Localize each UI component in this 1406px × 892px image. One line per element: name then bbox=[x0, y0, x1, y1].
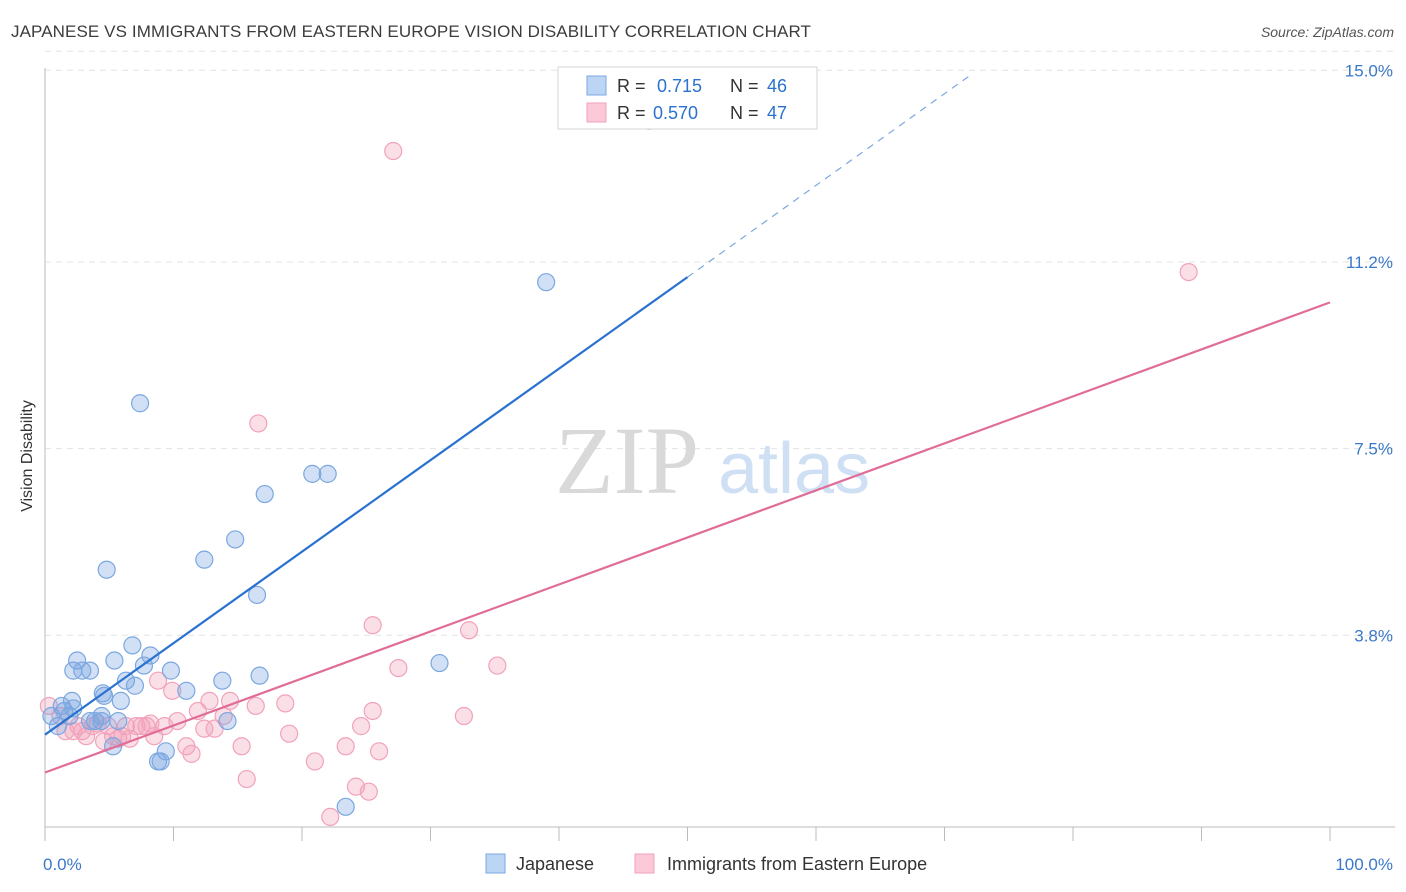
legend-r-value-japanese: 0.715 bbox=[657, 76, 702, 96]
immigrants-point bbox=[384, 141, 403, 161]
watermark-zip: ZIP bbox=[555, 407, 699, 514]
x-tick-label-min: 0.0% bbox=[43, 855, 82, 874]
immigrants-point bbox=[148, 671, 168, 690]
japanese-point bbox=[255, 484, 274, 504]
series-immigrants-points bbox=[39, 141, 1198, 827]
immigrants-point bbox=[232, 737, 251, 756]
legend-r-label-japanese: R = bbox=[617, 76, 646, 96]
japanese-point bbox=[141, 646, 160, 665]
japanese-point bbox=[218, 711, 237, 731]
japanese-point bbox=[62, 691, 82, 710]
bottom-legend: Japanese Immigrants from Eastern Europe bbox=[485, 853, 927, 874]
top-legend: R = 0.715 N = 46 R = 0.570 N = 47 bbox=[557, 66, 818, 130]
immigrants-point bbox=[246, 696, 265, 716]
japanese-point bbox=[151, 752, 170, 771]
japanese-point bbox=[156, 742, 175, 761]
y-tick-label: 7.5% bbox=[1354, 440, 1393, 459]
bottom-legend-swatch-japanese bbox=[485, 853, 506, 874]
immigrants-point bbox=[305, 752, 324, 771]
japanese-point bbox=[104, 737, 123, 756]
immigrants-point bbox=[127, 717, 146, 736]
japanese-point bbox=[123, 636, 142, 655]
immigrants-point bbox=[237, 769, 256, 789]
legend-swatch-japanese bbox=[586, 75, 607, 96]
bottom-legend-label-japanese: Japanese bbox=[516, 854, 594, 874]
immigrants-trendline bbox=[44, 301, 1331, 774]
chart-source: Source: ZipAtlas.com bbox=[1260, 24, 1394, 40]
immigrants-point bbox=[1179, 262, 1198, 282]
japanese-point bbox=[105, 651, 124, 670]
immigrants-point bbox=[488, 656, 507, 675]
japanese-trendline-extension bbox=[687, 74, 971, 278]
trend-lines bbox=[44, 74, 1331, 774]
immigrants-point bbox=[280, 724, 299, 743]
legend-n-label-japanese: N = bbox=[730, 76, 759, 96]
japanese-point bbox=[250, 666, 269, 685]
japanese-point bbox=[161, 661, 181, 680]
legend-n-value-immigrants: 47 bbox=[767, 103, 787, 123]
japanese-point bbox=[116, 671, 136, 690]
legend-r-value-immigrants: 0.570 bbox=[653, 103, 698, 123]
immigrants-point bbox=[200, 691, 219, 710]
japanese-point bbox=[430, 653, 449, 673]
immigrants-point bbox=[459, 621, 479, 640]
x-tick-label-max: 100.0% bbox=[1335, 855, 1393, 874]
immigrants-point bbox=[77, 727, 96, 746]
japanese-point bbox=[537, 273, 556, 292]
japanese-point bbox=[125, 676, 145, 695]
japanese-point bbox=[42, 706, 61, 726]
y-tick-label: 3.8% bbox=[1354, 626, 1393, 645]
legend-swatch-immigrants bbox=[586, 102, 607, 123]
immigrants-point bbox=[163, 681, 182, 700]
immigrants-point bbox=[276, 694, 295, 713]
bottom-legend-swatch-immigrants bbox=[634, 853, 655, 874]
immigrants-point bbox=[352, 717, 371, 736]
japanese-point bbox=[318, 464, 337, 483]
japanese-point bbox=[226, 530, 245, 549]
immigrants-point bbox=[389, 658, 408, 678]
immigrants-point bbox=[370, 742, 389, 761]
japanese-point bbox=[97, 560, 116, 579]
japanese-point bbox=[80, 661, 100, 680]
grid-layer bbox=[45, 50, 1395, 636]
tick-labels: 3.8% 7.5% 11.2% 15.0% 0.0% 100.0% bbox=[43, 61, 1393, 874]
japanese-point bbox=[95, 686, 114, 705]
immigrants-point bbox=[454, 706, 474, 726]
japanese-point bbox=[73, 661, 92, 680]
y-tick-label: 15.0% bbox=[1345, 61, 1393, 80]
japanese-point bbox=[130, 394, 150, 413]
japanese-point bbox=[303, 464, 322, 483]
japanese-point bbox=[111, 691, 130, 710]
axis-layer bbox=[44, 68, 1395, 841]
japanese-point bbox=[213, 671, 232, 690]
japanese-point bbox=[247, 585, 267, 605]
immigrants-point bbox=[182, 744, 201, 763]
japanese-point bbox=[109, 711, 128, 731]
legend-r-label-immigrants: R = bbox=[617, 103, 646, 123]
japanese-point bbox=[177, 681, 196, 700]
immigrants-point bbox=[363, 701, 382, 721]
bottom-legend-label-immigrants: Immigrants from Eastern Europe bbox=[667, 854, 927, 874]
immigrants-point bbox=[363, 616, 382, 635]
y-tick-label: 11.2% bbox=[1346, 253, 1393, 272]
series-japanese-points bbox=[42, 111, 659, 816]
immigrants-point bbox=[359, 782, 378, 801]
immigrants-point bbox=[195, 719, 214, 738]
legend-n-value-japanese: 46 bbox=[767, 76, 787, 96]
immigrants-point bbox=[321, 807, 340, 827]
japanese-point bbox=[195, 550, 214, 569]
watermark: ZIP atlas bbox=[555, 407, 870, 514]
legend-n-label-immigrants: N = bbox=[730, 103, 759, 123]
immigrants-point bbox=[83, 717, 102, 736]
immigrants-point bbox=[336, 737, 355, 756]
japanese-trendline bbox=[44, 276, 689, 736]
watermark-atlas: atlas bbox=[718, 429, 870, 509]
chart-title: JAPANESE VS IMMIGRANTS FROM EASTERN EURO… bbox=[11, 22, 812, 41]
immigrants-point bbox=[249, 414, 268, 433]
japanese-point bbox=[92, 706, 111, 726]
japanese-point bbox=[336, 797, 355, 816]
japanese-point bbox=[68, 651, 87, 670]
